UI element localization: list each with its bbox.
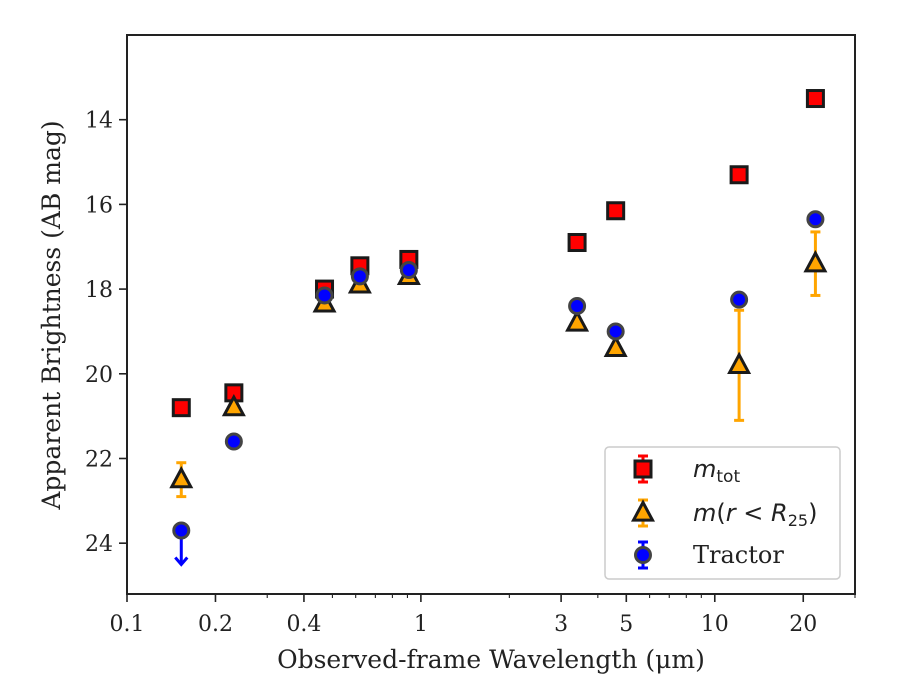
data-point-circle bbox=[350, 267, 369, 286]
legend: mtot m(r < R25) Tractor bbox=[604, 446, 841, 580]
upper-limit-arrowhead bbox=[174, 556, 189, 567]
plot-frame bbox=[126, 34, 856, 595]
x-tick-label: 1 bbox=[414, 612, 428, 637]
x-tick-label: 0.4 bbox=[286, 612, 321, 637]
x-tick-label: 0.1 bbox=[110, 612, 145, 637]
data-point-triangle bbox=[727, 351, 752, 374]
data-point-triangle bbox=[221, 393, 246, 417]
legend-marker-triangle bbox=[630, 499, 656, 522]
y-tick-label: 24 bbox=[85, 532, 113, 557]
data-point-square bbox=[171, 398, 191, 418]
y-tick-label: 22 bbox=[85, 447, 113, 472]
data-point-square bbox=[567, 233, 587, 253]
plot-area: 0.1 0.2 0.4 1 3 5 10 20 14 16 18 20 22 24 bbox=[85, 34, 856, 637]
x-tick-label: 20 bbox=[789, 612, 817, 637]
data-point-square bbox=[606, 201, 626, 221]
data-point-circle bbox=[806, 210, 825, 229]
legend-box bbox=[604, 446, 841, 580]
data-point-circle bbox=[568, 297, 587, 316]
data-point-triangle bbox=[603, 334, 628, 358]
legend-label: m(r < R25) bbox=[693, 499, 817, 530]
y-axis-title: Apparent Brightness (AB mag) bbox=[37, 120, 66, 510]
data-point-circle bbox=[172, 521, 191, 540]
data-point-circle bbox=[315, 286, 334, 305]
legend-label: mtot bbox=[693, 455, 740, 487]
x-axis-title: Observed-frame Wavelength (μm) bbox=[277, 645, 705, 674]
y-tick-label: 14 bbox=[85, 109, 113, 134]
legend-label: Tractor bbox=[693, 541, 784, 569]
x-tick-label: 5 bbox=[619, 612, 633, 637]
legend-marker-circle bbox=[634, 546, 652, 564]
data-point-circle bbox=[606, 322, 625, 341]
data-point-circle bbox=[730, 290, 749, 309]
data-point-circle bbox=[399, 261, 418, 280]
legend-marker-square bbox=[633, 459, 653, 479]
data-point-square bbox=[729, 165, 749, 185]
y-tick-label: 20 bbox=[85, 363, 113, 388]
data-point-circle bbox=[224, 432, 243, 451]
x-tick-label: 10 bbox=[701, 612, 729, 637]
data-point-square bbox=[805, 89, 825, 109]
data-point-triangle bbox=[169, 465, 194, 489]
y-tick-label: 16 bbox=[85, 193, 113, 218]
y-tick-label: 18 bbox=[85, 278, 113, 303]
x-tick-label: 3 bbox=[554, 612, 568, 637]
data-point-triangle bbox=[803, 249, 828, 273]
data-point-triangle bbox=[565, 309, 590, 332]
x-tick-label: 0.2 bbox=[198, 612, 233, 637]
